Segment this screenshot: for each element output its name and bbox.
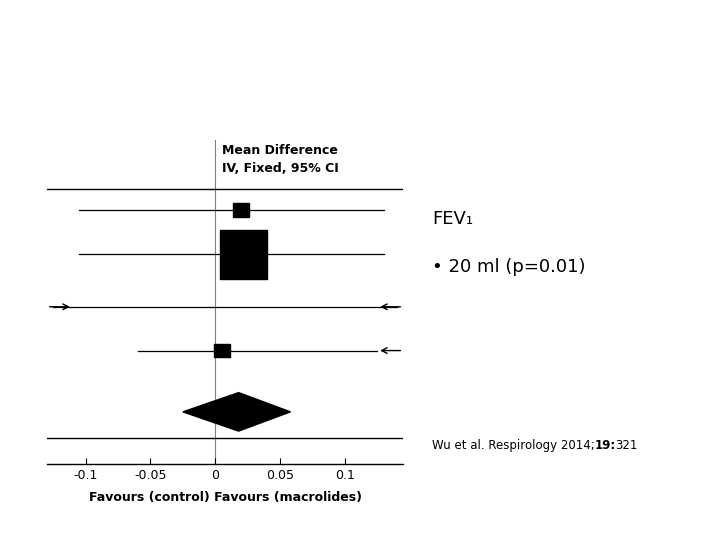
Text: • 20 ml (p=0.01): • 20 ml (p=0.01): [432, 258, 585, 276]
Bar: [214, 345, 230, 357]
Text: FEV₁: FEV₁: [432, 210, 473, 228]
Bar: [233, 204, 249, 218]
Text: Mean Difference: Mean Difference: [222, 144, 338, 157]
Text: 321: 321: [615, 439, 637, 452]
Text: Lung function: Lung function: [18, 35, 300, 69]
X-axis label: Favours (control) Favours (macrolides): Favours (control) Favours (macrolides): [89, 491, 361, 504]
Text: Wu et al. Respirology 2014;: Wu et al. Respirology 2014;: [432, 439, 595, 452]
Polygon shape: [183, 393, 290, 431]
Bar: [220, 230, 267, 279]
Text: IV, Fixed, 95% CI: IV, Fixed, 95% CI: [222, 162, 338, 175]
Text: 19:: 19:: [595, 439, 616, 452]
